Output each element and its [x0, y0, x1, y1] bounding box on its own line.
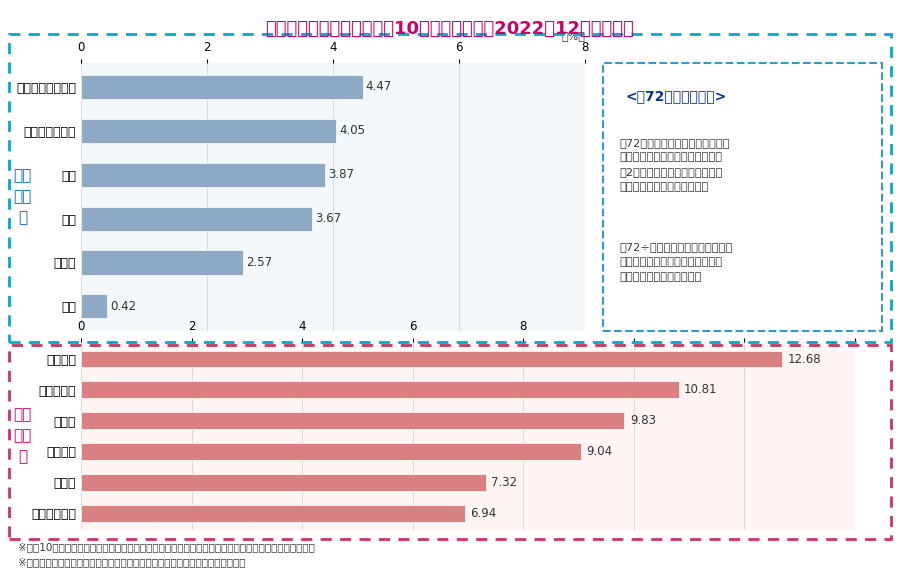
Text: 4.05: 4.05 [339, 124, 365, 137]
Text: 12.68: 12.68 [788, 352, 821, 365]
Bar [81, 294, 107, 319]
Bar [81, 504, 464, 522]
Bar [81, 381, 679, 398]
Text: 7.32: 7.32 [491, 476, 518, 488]
Bar [81, 119, 337, 143]
Text: 「72÷複利運用利回り」という簡
単な計算式により求めることがで
き、広く知られています。: 「72÷複利運用利回り」という簡 単な計算式により求めることがで き、広く知られ… [620, 242, 733, 282]
Text: 9.04: 9.04 [586, 445, 612, 458]
Bar [81, 206, 312, 231]
Text: 9.83: 9.83 [630, 414, 656, 427]
Bar [81, 75, 363, 99]
Bar [81, 351, 782, 368]
Text: 0.42: 0.42 [111, 300, 137, 313]
Text: 2.57: 2.57 [246, 256, 272, 269]
Text: 主要先進国および新興国の10年国債利回り（2022年12月末時点）: 主要先進国および新興国の10年国債利回り（2022年12月末時点） [266, 20, 634, 38]
Text: 4.47: 4.47 [365, 80, 392, 93]
Bar [81, 412, 625, 429]
Bar [81, 250, 243, 275]
FancyBboxPatch shape [603, 63, 882, 331]
Text: 3.67: 3.67 [315, 212, 341, 225]
Text: ※上記は過去のものであり、将来の運用成果等を約束するものではありません。: ※上記は過去のものであり、将来の運用成果等を約束するものではありません。 [18, 557, 246, 568]
Bar [81, 162, 325, 187]
Text: 6.94: 6.94 [470, 507, 497, 520]
Text: 「72の法則」とは、お金を一定の
利回りで複利運用する場合、元金
が2倍になるまでに約何年かかる
のかを知るための法則です。: 「72の法則」とは、お金を一定の 利回りで複利運用する場合、元金 が2倍になるま… [620, 138, 731, 192]
Text: ※上記10年国債利回りは、自国通貨建て債券のデータです。また、切り捨てにて端数処理しています。: ※上記10年国債利回りは、自国通貨建て債券のデータです。また、切り捨てにて端数処… [18, 543, 315, 553]
Text: （%）: （%） [561, 31, 585, 41]
Text: 主要
先進
国: 主要 先進 国 [14, 168, 32, 225]
Text: 主要
新興
国: 主要 新興 国 [14, 408, 32, 465]
Text: 3.87: 3.87 [328, 168, 354, 181]
Text: <「72の法則」とは>: <「72の法則」とは> [626, 89, 726, 104]
Bar [81, 443, 580, 460]
Text: （%）: （%） [831, 310, 855, 319]
Text: 10.81: 10.81 [684, 384, 717, 396]
Bar [81, 474, 486, 491]
